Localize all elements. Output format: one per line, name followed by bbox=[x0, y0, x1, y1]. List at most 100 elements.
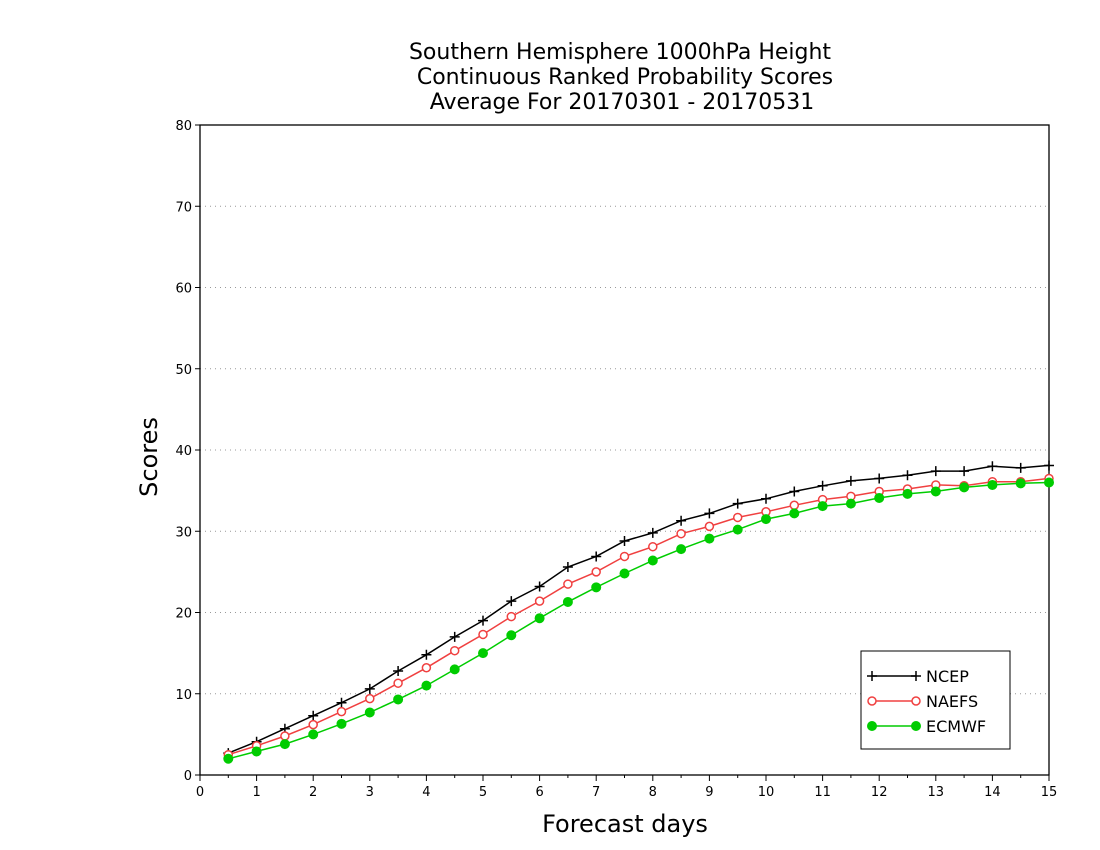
data-point bbox=[336, 718, 347, 729]
data-point bbox=[732, 512, 743, 523]
legend-marker bbox=[911, 696, 921, 706]
data-point bbox=[506, 596, 517, 607]
data-point bbox=[874, 492, 885, 503]
data-point bbox=[732, 498, 743, 509]
data-point bbox=[1015, 462, 1026, 473]
data-point bbox=[308, 710, 319, 721]
data-point bbox=[902, 488, 913, 499]
data-point bbox=[365, 693, 375, 704]
data-point bbox=[279, 739, 290, 750]
legend-label: ECMWF bbox=[926, 717, 986, 736]
data-point bbox=[845, 475, 856, 486]
data-point bbox=[364, 707, 375, 718]
data-point bbox=[987, 479, 998, 490]
x-tick-label: 8 bbox=[649, 785, 657, 800]
y-tick-label: 20 bbox=[175, 607, 192, 622]
series-ncep bbox=[223, 460, 1054, 759]
series-line-naefs bbox=[228, 477, 1050, 756]
data-point bbox=[704, 508, 715, 519]
data-point bbox=[1015, 478, 1026, 489]
x-tick-label: 7 bbox=[592, 785, 600, 800]
data-point bbox=[789, 500, 800, 510]
data-point bbox=[534, 596, 545, 606]
data-point bbox=[761, 514, 771, 525]
title-line-3: Average For 20170301 - 20170531 bbox=[430, 90, 815, 115]
data-point bbox=[534, 613, 545, 624]
x-tick-label: 3 bbox=[366, 785, 374, 800]
series-ecmwf bbox=[223, 477, 1054, 764]
y-tick-label: 60 bbox=[175, 282, 192, 297]
data-point bbox=[449, 664, 460, 675]
data-point bbox=[817, 501, 828, 512]
data-point bbox=[223, 753, 234, 764]
data-point bbox=[506, 630, 517, 641]
data-point bbox=[506, 611, 517, 622]
y-tick-label: 0 bbox=[184, 769, 192, 784]
legend: NCEP NAEFS ECMWF bbox=[860, 650, 1011, 750]
data-point bbox=[336, 697, 347, 708]
legend-label: NAEFS bbox=[926, 692, 978, 711]
data-point bbox=[732, 524, 743, 535]
data-point bbox=[364, 683, 375, 694]
data-point bbox=[619, 536, 630, 546]
data-point bbox=[676, 528, 686, 539]
data-point bbox=[449, 631, 460, 642]
y-tick-label: 10 bbox=[175, 688, 192, 703]
data-point bbox=[704, 521, 715, 532]
data-point bbox=[308, 719, 318, 730]
data-point bbox=[393, 694, 404, 705]
data-point bbox=[393, 678, 403, 688]
title-line-2: Continuous Ranked Probability Scores bbox=[417, 65, 833, 90]
x-tick-label: 5 bbox=[479, 785, 487, 800]
data-point bbox=[421, 663, 432, 673]
title-line-1: Southern Hemisphere 1000hPa Height bbox=[409, 40, 831, 65]
x-tick-label: 1 bbox=[252, 785, 260, 800]
data-point bbox=[449, 645, 460, 656]
y-tick-label: 70 bbox=[175, 200, 192, 215]
data-point bbox=[421, 680, 432, 691]
legend-item-ncep: NCEP bbox=[867, 667, 969, 686]
x-tick-label: 11 bbox=[814, 785, 831, 800]
x-tick-label: 12 bbox=[871, 785, 888, 800]
data-point bbox=[280, 731, 290, 741]
legend-label: NCEP bbox=[926, 667, 969, 686]
x-tick-label: 14 bbox=[984, 785, 1001, 800]
x-tick-label: 10 bbox=[758, 785, 775, 800]
data-point bbox=[562, 562, 573, 572]
legend-marker bbox=[867, 721, 877, 731]
data-point bbox=[563, 579, 573, 589]
data-point bbox=[562, 596, 573, 607]
data-point bbox=[704, 533, 715, 544]
series-layer bbox=[223, 460, 1054, 764]
data-point bbox=[619, 568, 630, 579]
data-point bbox=[619, 551, 630, 562]
y-tick-label: 40 bbox=[175, 444, 192, 459]
y-tick-label: 30 bbox=[175, 525, 192, 540]
data-point bbox=[478, 629, 488, 640]
plot-frame bbox=[199, 124, 1050, 776]
data-point bbox=[789, 486, 800, 497]
data-point bbox=[1044, 460, 1054, 471]
data-point bbox=[874, 473, 885, 484]
data-point bbox=[987, 461, 998, 472]
x-tick-label: 2 bbox=[309, 785, 317, 800]
data-point bbox=[591, 567, 601, 577]
data-point bbox=[534, 581, 545, 592]
x-tick-label: 15 bbox=[1041, 785, 1058, 800]
legend-marker bbox=[867, 671, 877, 681]
data-point bbox=[845, 498, 856, 509]
x-tick-label: 4 bbox=[422, 785, 430, 800]
data-point bbox=[817, 480, 828, 491]
legend-marker bbox=[911, 671, 921, 681]
x-tick-label: 6 bbox=[535, 785, 543, 800]
legend-item-ecmwf: ECMWF bbox=[867, 717, 986, 736]
data-point bbox=[478, 615, 488, 626]
gridlines bbox=[200, 205, 1049, 695]
data-point bbox=[308, 729, 319, 740]
data-point bbox=[1044, 477, 1054, 488]
data-point bbox=[591, 582, 602, 593]
y-axis-label: Scores bbox=[135, 417, 163, 497]
data-point bbox=[393, 666, 404, 676]
data-point bbox=[959, 466, 970, 477]
